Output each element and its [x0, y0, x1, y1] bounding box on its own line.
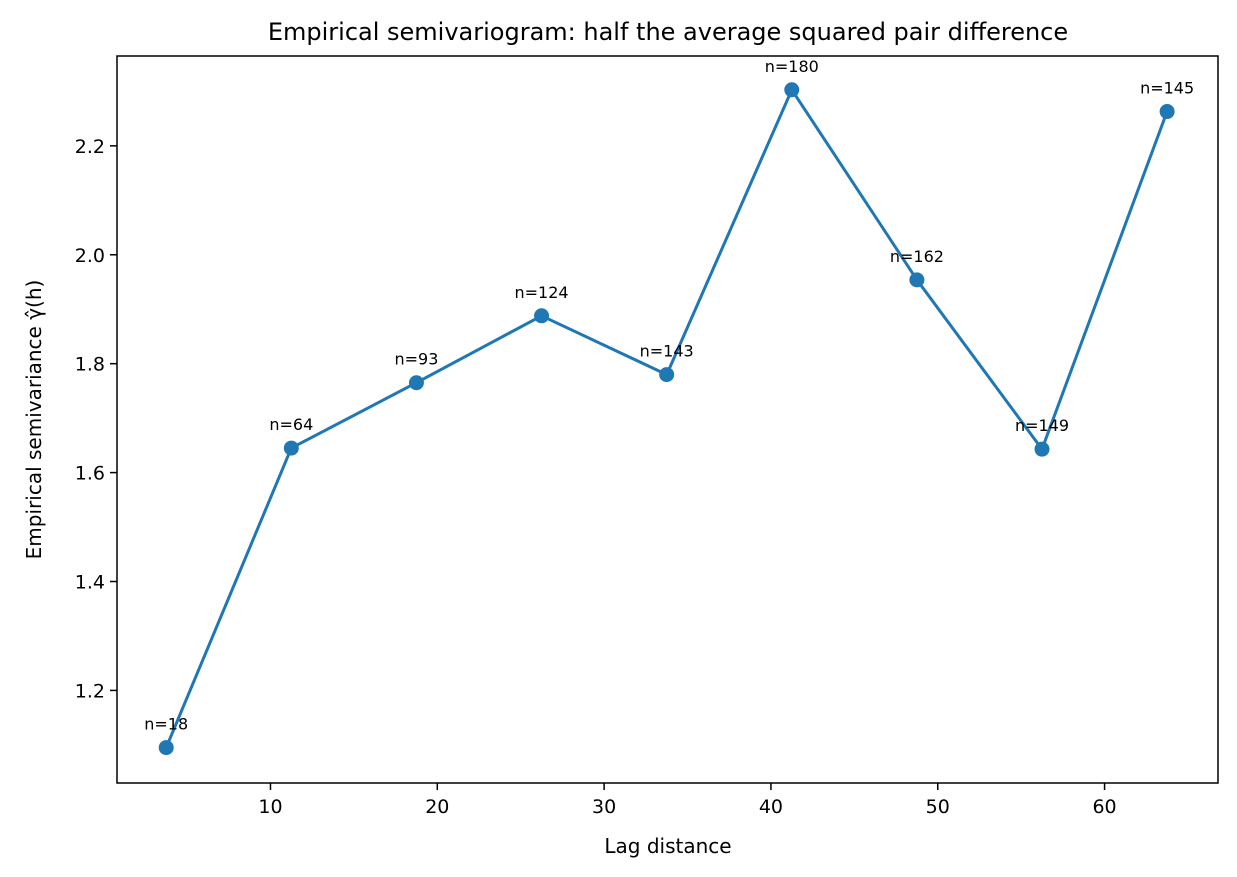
y-axis-label: Empirical semivariance γ̂(h): [22, 280, 46, 560]
x-axis-label: Lag distance: [604, 834, 731, 858]
point-count-label-7: n=149: [1015, 416, 1069, 435]
data-point-6: [909, 272, 925, 288]
y-tick-label-2: 1.6: [75, 463, 105, 485]
data-point-1: [283, 440, 299, 456]
y-tick-label-0: 1.2: [75, 680, 105, 702]
data-point-0: [158, 740, 174, 756]
chart-title: Empirical semivariogram: half the averag…: [268, 18, 1068, 46]
point-count-label-6: n=162: [890, 247, 944, 266]
x-tick-label-5: 60: [1092, 796, 1116, 818]
plot-area: n=18 n=64 n=93 n=124 n=143 n=180 n=162 n=149 n=1…: [144, 57, 1194, 756]
x-tick-label-1: 20: [425, 796, 449, 818]
point-count-label-3: n=124: [515, 283, 569, 302]
y-tick-label-3: 1.8: [75, 354, 105, 376]
x-tick-label-3: 40: [759, 796, 783, 818]
data-point-7: [1034, 441, 1050, 457]
point-count-label-5: n=180: [765, 57, 819, 76]
y-tick-label-1: 1.4: [75, 572, 105, 594]
y-tick-label-4: 2.0: [75, 245, 105, 267]
x-axis: 10 20 30 40 50 60: [258, 783, 1117, 818]
x-tick-label-0: 10: [258, 796, 282, 818]
data-point-5: [784, 82, 800, 98]
data-point-8: [1159, 104, 1175, 120]
point-count-label-4: n=143: [640, 342, 694, 361]
y-axis: 1.2 1.4 1.6 1.8 2.0 2.2: [75, 136, 117, 702]
point-count-label-0: n=18: [144, 715, 188, 734]
data-point-4: [659, 367, 675, 383]
point-count-label-2: n=93: [394, 350, 438, 369]
data-point-3: [534, 308, 550, 324]
point-count-label-1: n=64: [269, 415, 313, 434]
plot-frame: [116, 55, 1219, 784]
data-point-2: [408, 375, 424, 391]
y-tick-label-5: 2.2: [75, 136, 105, 158]
point-count-label-8: n=145: [1140, 79, 1194, 98]
x-tick-label-2: 30: [592, 796, 616, 818]
x-tick-label-4: 50: [926, 796, 950, 818]
